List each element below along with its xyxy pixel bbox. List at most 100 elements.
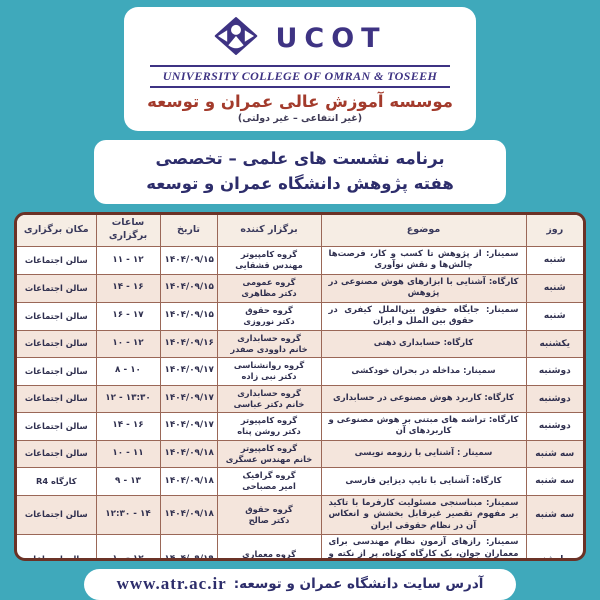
cell-organizer: گروه معماری دکتر صادقی فرشته bbox=[216, 534, 322, 559]
cell-hours: ۱۰ - ۱۲ bbox=[95, 329, 161, 359]
cell-location: سالن اجتماعات bbox=[17, 411, 97, 441]
cell-date: ۱۴۰۴/۰۹/۱۵ bbox=[159, 273, 218, 303]
cell-day: دوشنبه bbox=[525, 357, 583, 386]
cell-hours: ۸ - ۱۰ bbox=[95, 357, 161, 386]
cell-date: ۱۴۰۴/۰۹/۱۷ bbox=[159, 411, 218, 441]
cell-date: ۱۴۰۴/۰۹/۱۷ bbox=[159, 384, 218, 413]
cell-location: سالن اجتماعات bbox=[17, 494, 97, 536]
cell-organizer: گروه حقوق دکتر صالح bbox=[216, 494, 322, 536]
cell-subject: کارگاه: کاربرد هوش مصنوعی در حسابداری bbox=[320, 384, 527, 413]
cell-subject: سمینار: مبناسنجی مسئولیت کارفرما با تاکی… bbox=[320, 494, 527, 536]
schedule-row: سه شنبه سمینار: مبناسنجی مسئولیت کارفرما… bbox=[17, 494, 583, 536]
cell-organizer: گروه کامپیوتر دکتر روشن پناه bbox=[216, 411, 322, 441]
schedule-table: روز موضوع برگزار کننده تاریخ ساعات برگزا… bbox=[17, 214, 583, 559]
ucot-logo-icon bbox=[213, 15, 259, 61]
cell-hours: ۱۴ - ۱۶ bbox=[95, 273, 161, 303]
divider-bottom bbox=[150, 86, 450, 88]
organizer-group: گروه روانشناسی bbox=[233, 360, 305, 371]
organizer-name: دکتر مظاهری bbox=[241, 288, 297, 299]
cell-day: شنبه bbox=[525, 246, 583, 275]
schedule-row: سه شنبه کارگاه: آشنایی با تایپ دیزاین فا… bbox=[17, 467, 583, 496]
cell-subject: سمینار: جایگاه حقوق بین‌الملل کیفری در ح… bbox=[320, 301, 527, 331]
cell-organizer: گروه حسابداری خانم دکتر عباسی bbox=[216, 384, 322, 413]
cell-location: سالن اجتماعات bbox=[17, 301, 97, 331]
organizer-name: مهندس قشقایی bbox=[235, 260, 303, 271]
program-title-line2: هفته پژوهش دانشگاه عمران و توسعه bbox=[146, 173, 454, 193]
table-header-row: روز موضوع برگزار کننده تاریخ ساعات برگزا… bbox=[17, 214, 583, 247]
schedule-row: یکشنبه کارگاه: حسابداری ذهنی گروه حسابدا… bbox=[17, 329, 583, 359]
cell-day: شنبه bbox=[525, 301, 583, 331]
cell-hours: ۱۲ - ۱۳:۳۰ bbox=[95, 384, 161, 413]
schedule-row: چهارشنبه سمینار: رازهای آزمون نظام مهندس… bbox=[17, 534, 583, 559]
organizer-group: گروه معماری bbox=[242, 548, 296, 559]
schedule-row: شنبه سمینار: جایگاه حقوق بین‌الملل کیفری… bbox=[17, 301, 583, 331]
organizer-group: گروه کامپیوتر bbox=[240, 442, 298, 453]
cell-organizer: گروه روانشناسی دکتر نبی زاده bbox=[216, 357, 322, 386]
cell-subject: سمینار: مداخله در بحران خودکشی bbox=[320, 357, 527, 386]
cell-hours: ۱۱ - ۱۲ bbox=[95, 246, 161, 275]
cell-day: شنبه bbox=[525, 273, 583, 303]
program-title-card: برنامه نشست های علمی – تخصصی هفته پژوهش … bbox=[94, 140, 506, 204]
organizer-name: دکتر روشن پناه bbox=[237, 426, 301, 437]
column-header-hours: ساعات برگزاری bbox=[95, 214, 161, 247]
cell-date: ۱۴۰۴/۰۹/۱۵ bbox=[159, 246, 218, 275]
cell-hours: ۱۴ - ۱۶ bbox=[95, 411, 161, 441]
cell-day: سه شنبه bbox=[525, 439, 583, 469]
cell-subject: کارگاه: حسابداری ذهنی bbox=[320, 329, 527, 359]
cell-hours: ۱۰ - ۱۲ bbox=[95, 534, 161, 558]
organizer-group: گروه عمومی bbox=[242, 277, 296, 288]
cell-date: ۱۴۰۴/۰۹/۱۵ bbox=[159, 301, 218, 331]
cell-location: سالن اجتماعات bbox=[17, 357, 97, 386]
column-header-day: روز bbox=[525, 214, 583, 247]
column-header-organizer: برگزار کننده bbox=[216, 214, 322, 247]
organizer-name: دکتر صالح bbox=[248, 514, 290, 525]
cell-location: سالن اجتماعات bbox=[17, 534, 97, 558]
cell-organizer: گروه گرافیک امیر مصباحی bbox=[216, 467, 322, 496]
organizer-name: دکتر نوروزی bbox=[243, 316, 295, 327]
cell-day: سه شنبه bbox=[525, 494, 583, 536]
cell-hours: ۹ - ۱۳ bbox=[95, 467, 161, 496]
brand-acronym: UCOT bbox=[275, 22, 387, 54]
cell-subject: کارگاه: آشنایی با ابزارهای هوش مصنوعی در… bbox=[320, 273, 527, 303]
cell-hours: ۱۰ - ۱۱ bbox=[95, 439, 161, 469]
website-url[interactable]: www.atr.ac.ir bbox=[116, 574, 227, 594]
cell-date: ۱۴۰۴/۰۹/۱۸ bbox=[159, 467, 218, 496]
cell-hours: ۱۲:۳۰ - ۱۴ bbox=[95, 494, 161, 536]
cell-location: سالن اجتماعات bbox=[17, 384, 97, 413]
organizer-name: امیر مصباحی bbox=[242, 481, 296, 492]
cell-organizer: گروه حسابداری خانم داوودی صفدر bbox=[216, 329, 322, 359]
cell-subject: سمینار : آشنایی با رزومه نویسی bbox=[320, 439, 527, 469]
organizer-group: گروه کامپیوتر bbox=[240, 415, 298, 426]
schedule-row: سه شنبه سمینار : آشنایی با رزومه نویسی گ… bbox=[17, 439, 583, 469]
schedule-row: شنبه سمینار: از پژوهش تا کسب و کار، فرصت… bbox=[17, 246, 583, 275]
organizer-group: گروه کامپیوتر bbox=[240, 249, 298, 260]
cell-date: ۱۴۰۴/۰۹/۱۸ bbox=[159, 494, 218, 536]
organizer-group: گروه گرافیک bbox=[242, 470, 296, 481]
website-footer-pill: آدرس سایت دانشگاه عمران و توسعه: www.atr… bbox=[84, 568, 516, 600]
cell-subject: سمینار: رازهای آزمون نظام مهندسی برای مع… bbox=[320, 534, 527, 558]
cell-date: ۱۴۰۴/۰۹/۱۶ bbox=[159, 329, 218, 359]
university-header-card: UCOT UNIVERSITY COLLEGE OF OMRAN & TOSEE… bbox=[124, 7, 476, 131]
cell-organizer: گروه کامپیوتر مهندس قشقایی bbox=[216, 246, 322, 275]
cell-organizer: گروه عمومی دکتر مظاهری bbox=[216, 273, 322, 303]
schedule-table-wrapper: روز موضوع برگزار کننده تاریخ ساعات برگزا… bbox=[14, 211, 586, 561]
cell-subject: کارگاه: تراشه های مبتنی بر هوش مصنوعی و … bbox=[320, 411, 527, 441]
organizer-name: دکتر نبی زاده bbox=[241, 371, 297, 382]
schedule-row: شنبه کارگاه: آشنایی با ابزارهای هوش مصنو… bbox=[17, 273, 583, 303]
cell-location: سالن اجتماعات bbox=[17, 439, 97, 469]
cell-location: سالن اجتماعات bbox=[17, 329, 97, 359]
cell-location: سالن اجتماعات bbox=[17, 246, 97, 275]
organizer-group: گروه حقوق bbox=[245, 305, 293, 316]
university-english-name: UNIVERSITY COLLEGE OF OMRAN & TOSEEH bbox=[162, 69, 438, 83]
column-header-date: تاریخ bbox=[159, 214, 218, 247]
cell-organizer: گروه حقوق دکتر نوروزی bbox=[216, 301, 322, 331]
cell-day: چهارشنبه bbox=[525, 534, 583, 558]
cell-date: ۱۴۰۴/۰۹/۱۸ bbox=[159, 439, 218, 469]
cell-day: دوشنبه bbox=[525, 384, 583, 413]
table-body: شنبه سمینار: از پژوهش تا کسب و کار، فرصت… bbox=[17, 246, 583, 559]
schedule-row: دوشنبه کارگاه: تراشه های مبتنی بر هوش مص… bbox=[17, 411, 583, 441]
cell-organizer: گروه کامپیوتر خانم مهندس عسگری bbox=[216, 439, 322, 469]
cell-hours: ۱۶ - ۱۷ bbox=[95, 301, 161, 331]
cell-subject: سمینار: از پژوهش تا کسب و کار، فرصت‌ها چ… bbox=[320, 246, 527, 275]
